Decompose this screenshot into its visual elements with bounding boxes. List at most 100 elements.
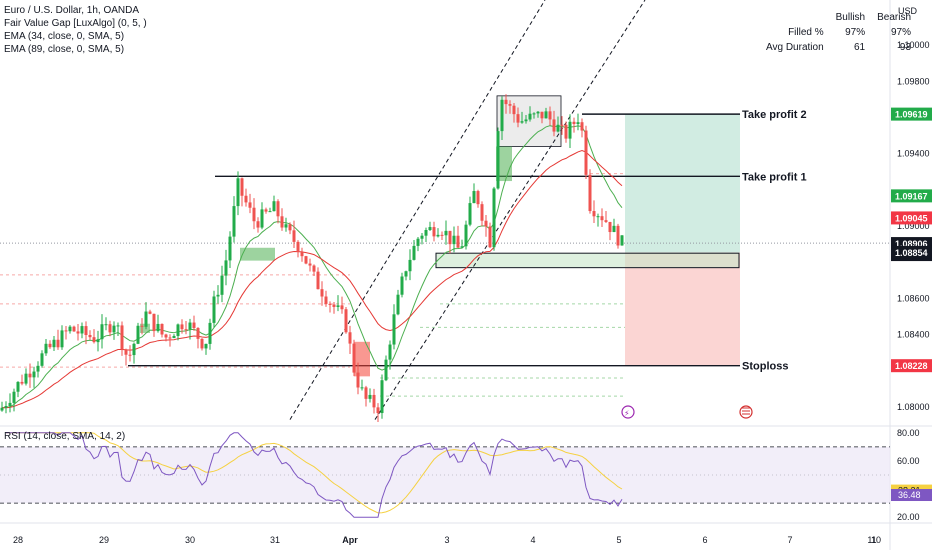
candle — [12, 388, 16, 412]
candle-body — [524, 119, 528, 122]
candle-body — [420, 235, 424, 239]
candle-body — [576, 122, 580, 125]
candle — [392, 304, 396, 350]
stop-loss-zone — [625, 252, 740, 366]
candle — [144, 302, 148, 330]
candle-body — [368, 394, 372, 399]
candle — [40, 350, 44, 368]
candle-body — [432, 227, 436, 237]
candle-body — [176, 324, 180, 336]
candle-body — [392, 314, 396, 345]
candle-body — [580, 122, 584, 131]
candle — [372, 388, 376, 414]
candle-body — [100, 324, 104, 340]
candle-body — [460, 246, 464, 248]
candle — [180, 319, 184, 334]
fvg-indicator-label[interactable]: Fair Value Gap [LuxAlgo] (0, 5, ) — [4, 18, 147, 29]
candle — [588, 169, 592, 214]
candle — [68, 325, 72, 334]
candle-body — [492, 188, 496, 248]
candle-body — [572, 121, 576, 125]
candle-body — [364, 387, 368, 399]
candle-body — [616, 225, 620, 246]
candle-body — [536, 111, 540, 114]
candle — [120, 321, 124, 356]
candle — [132, 342, 136, 364]
candle-body — [8, 402, 12, 407]
candle — [340, 296, 344, 314]
candle — [560, 116, 564, 135]
candle-body — [208, 322, 212, 344]
symbol-title[interactable]: Euro / U.S. Dollar, 1h, OANDA — [4, 5, 140, 16]
candle-body — [248, 202, 252, 208]
rsi-indicator-label[interactable]: RSI (14, close, SMA, 14, 2) — [4, 431, 126, 442]
candle-body — [276, 201, 280, 217]
candle-body — [120, 325, 124, 350]
candle-body — [384, 359, 388, 381]
candle — [572, 117, 576, 133]
fvg-stats-table: Bullish Bearish Filled % 97% 97% Avg Dur… — [760, 10, 917, 55]
candle-body — [16, 381, 20, 392]
candle — [528, 106, 532, 122]
ema34-line — [1, 125, 623, 409]
rsi-tick-label: 60.00 — [897, 456, 920, 466]
candle-body — [136, 325, 140, 344]
candle — [568, 114, 572, 149]
candle-body — [468, 203, 472, 225]
candle-body — [204, 343, 208, 349]
candle — [164, 333, 168, 342]
candle — [136, 322, 140, 345]
stats-filled-label: Filled % — [788, 27, 824, 38]
fvg-block — [240, 247, 275, 261]
candle — [584, 125, 588, 179]
lightning-event-icon[interactable] — [621, 405, 635, 419]
candle-body — [212, 296, 216, 323]
candle — [416, 237, 420, 252]
candle-body — [72, 326, 76, 332]
ema34-indicator-label[interactable]: EMA (34, close, 0, SMA, 5) — [4, 31, 125, 42]
candle-body — [256, 221, 260, 228]
candle — [64, 326, 68, 340]
candle-body — [380, 380, 384, 414]
candle — [108, 320, 112, 337]
candle-body — [560, 124, 564, 126]
candle — [104, 317, 108, 331]
candle — [244, 188, 248, 207]
candle — [444, 220, 448, 245]
candle-body — [408, 259, 412, 272]
candle — [0, 401, 4, 412]
time-tick-label: 7 — [787, 535, 792, 545]
candle — [408, 249, 412, 281]
candle-body — [216, 294, 220, 297]
candle-body — [304, 256, 308, 264]
candle — [312, 264, 316, 277]
candle — [248, 193, 252, 214]
candle — [208, 318, 212, 350]
us-flag-event-icon[interactable] — [739, 405, 753, 419]
candle-body — [268, 211, 272, 213]
candle-body — [336, 305, 340, 307]
channel-lower-line — [374, 0, 646, 420]
candle-body — [60, 330, 64, 348]
candle — [400, 272, 404, 298]
candle-body — [436, 234, 440, 237]
candle-body — [132, 343, 136, 356]
ema89-line — [1, 149, 623, 409]
candle-body — [376, 407, 380, 414]
take-profit-zone — [625, 114, 740, 253]
candle — [488, 222, 492, 249]
candle — [220, 265, 224, 303]
price-tick-label: 1.09000 — [897, 221, 930, 231]
candle — [252, 198, 256, 230]
candle — [600, 208, 604, 228]
candle-body — [332, 304, 336, 307]
level-label: Take profit 1 — [742, 171, 807, 183]
candle — [344, 306, 348, 334]
candle-body — [344, 309, 348, 333]
candle — [592, 200, 596, 224]
ema89-indicator-label[interactable]: EMA (89, close, 0, SMA, 5) — [4, 44, 125, 55]
candle — [48, 340, 52, 349]
stats-filled-bearish: 97% — [891, 27, 912, 38]
stats-duration-label: Avg Duration — [766, 42, 824, 53]
